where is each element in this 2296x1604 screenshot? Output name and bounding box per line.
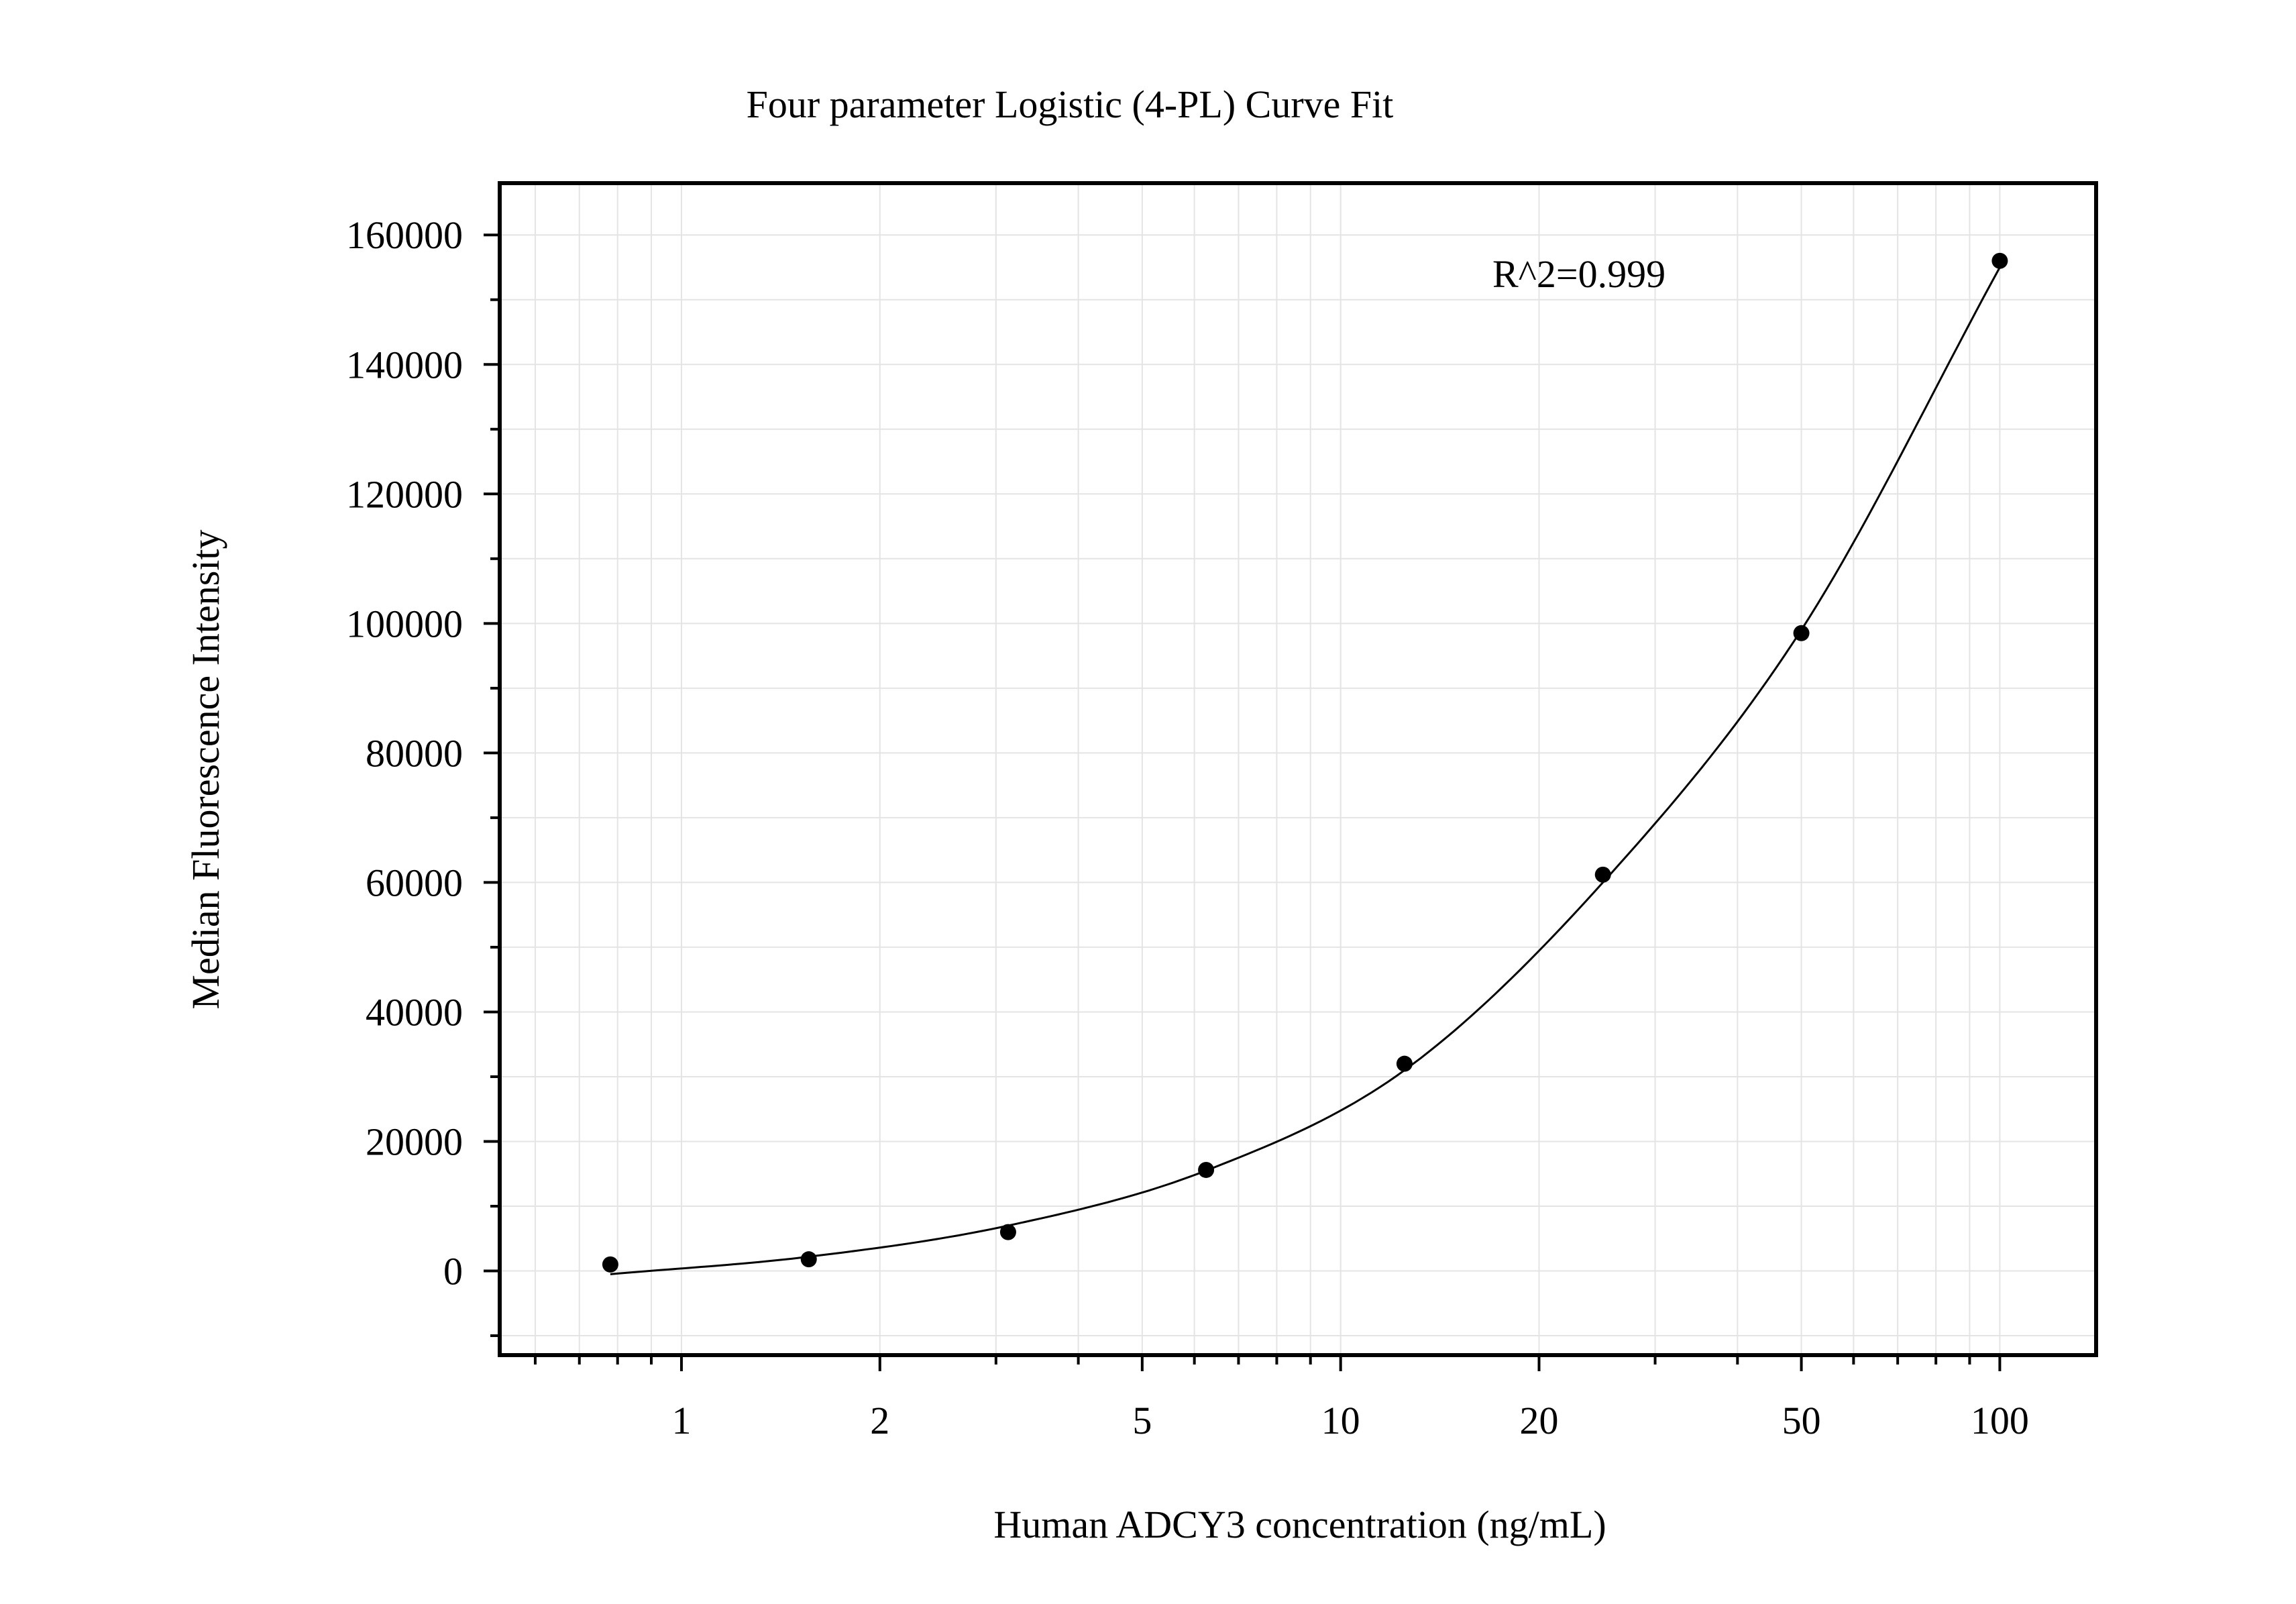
gridlines	[500, 183, 2096, 1355]
x-tick-label: 100	[1971, 1399, 2029, 1442]
r-squared-annotation: R^2=0.999	[1492, 252, 1665, 296]
x-tick-label: 5	[1132, 1399, 1152, 1442]
y-axis-label: Median Fluorescence Intensity	[184, 529, 227, 1009]
y-tick-label: 140000	[346, 343, 463, 386]
y-tick-label: 20000	[366, 1120, 463, 1163]
data-point	[1594, 866, 1611, 883]
plot-frame	[498, 181, 2098, 1357]
y-tick-label: 100000	[346, 602, 463, 645]
x-axis-label: Human ADCY3 concentration (ng/mL)	[993, 1503, 1606, 1546]
data-point	[800, 1251, 817, 1268]
data-point	[999, 1224, 1016, 1240]
y-tick-labels: 0 20000 40000 60000 80000 100000 120000 140000 1…	[346, 213, 463, 1293]
x-tick-label: 1	[671, 1399, 691, 1442]
y-tick-label: 40000	[366, 990, 463, 1034]
x-tick-label: 10	[1321, 1399, 1360, 1442]
x-tick-label: 2	[870, 1399, 889, 1442]
fit-curve	[610, 266, 2001, 1275]
axis-ticks	[484, 233, 2002, 1371]
y-tick-label: 120000	[346, 472, 463, 516]
x-tick-label: 20	[1520, 1399, 1559, 1442]
data-point	[602, 1256, 618, 1273]
data-point	[1198, 1161, 1215, 1178]
data-point	[1396, 1055, 1413, 1072]
y-tick-label: 160000	[346, 213, 463, 257]
chart-title: Four parameter Logistic (4-PL) Curve Fit	[747, 83, 1394, 126]
y-tick-label: 80000	[366, 731, 463, 775]
x-tick-labels: 1 2 5 10 20 50 100	[671, 1399, 2028, 1442]
data-points	[602, 252, 2008, 1273]
data-point	[1793, 625, 1810, 641]
y-tick-label: 0	[443, 1250, 463, 1293]
x-tick-label: 50	[1782, 1399, 1821, 1442]
fit-curve-group	[610, 266, 2001, 1275]
y-tick-label: 60000	[366, 861, 463, 904]
data-point	[1991, 252, 2008, 269]
